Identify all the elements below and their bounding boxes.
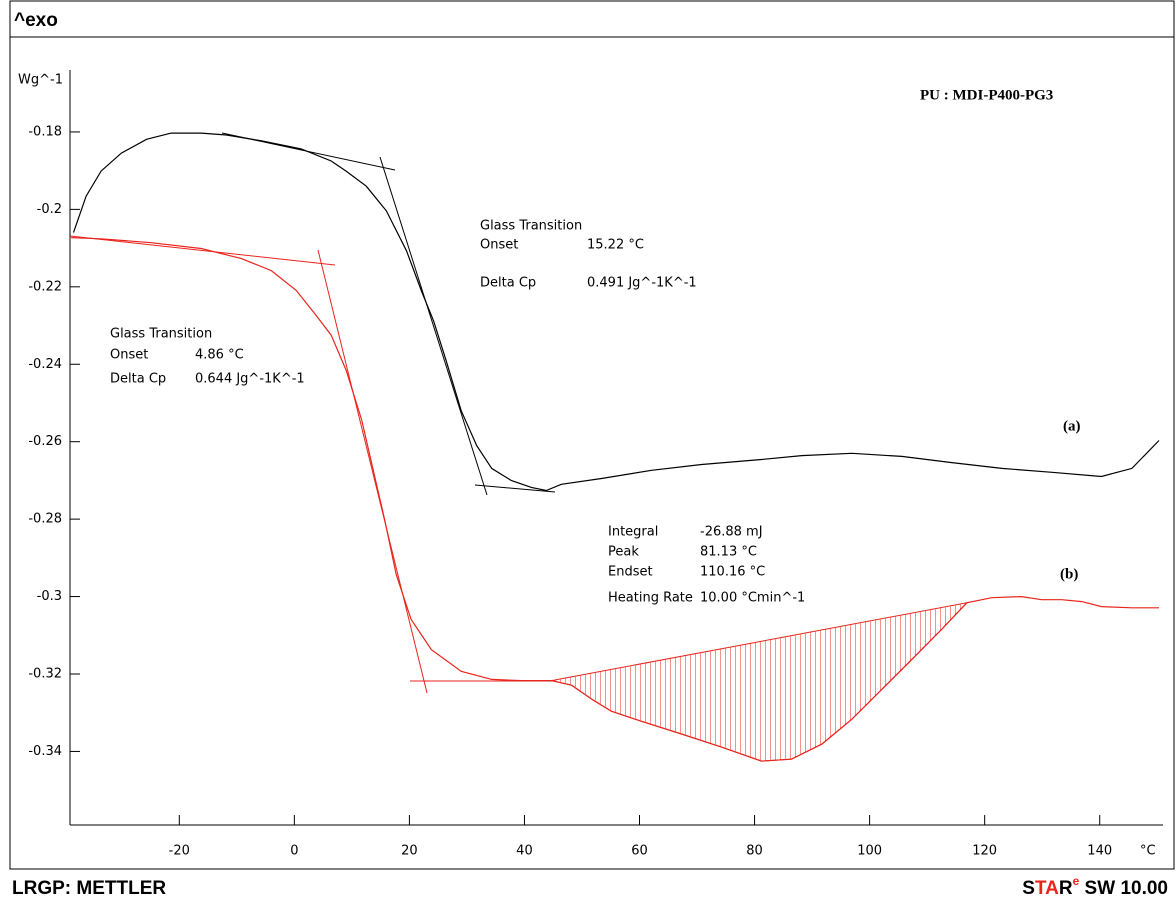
x-tick-label: -20 (169, 844, 190, 859)
annotation: -26.88 mJ (700, 525, 763, 540)
tangent (379, 156, 488, 496)
x-tick-label: 140 (1087, 844, 1112, 859)
series-label: (b) (1060, 566, 1078, 582)
x-tick-label: 100 (857, 844, 882, 859)
annotation: Endset (608, 565, 653, 580)
footer-right: STARe SW 10.00 (1022, 874, 1168, 899)
chart-title: PU : MDI-P400-PG3 (920, 87, 1053, 103)
x-tick-label: 80 (746, 844, 763, 859)
annotation: Integral (608, 525, 658, 540)
y-tick-label: -0.34 (28, 744, 62, 759)
y-tick-label: -0.2 (37, 202, 62, 217)
y-tick-label: -0.28 (28, 512, 62, 527)
tangents (69, 132, 556, 694)
annotation: 0.491 Jg^-1K^-1 (587, 276, 697, 291)
tangent (474, 484, 556, 493)
annotation: Onset (110, 348, 148, 363)
footer-left: LRGP: METTLER (12, 878, 166, 899)
y-tick-label: -0.3 (37, 589, 62, 604)
annotation: Delta Cp (480, 276, 536, 291)
annotation: 110.16 °C (700, 565, 765, 580)
curve (71, 237, 1159, 762)
x-tick-label: 40 (516, 844, 533, 859)
annotation: Peak (608, 545, 639, 560)
header: ^exo (14, 10, 58, 31)
annotation: 10.00 °Cmin^-1 (700, 591, 805, 606)
annotation: Glass Transition (110, 327, 212, 342)
x-tick-label: 60 (631, 844, 648, 859)
annotation: 4.86 °C (195, 348, 244, 363)
curve (72, 132, 1160, 492)
y-tick-label: -0.22 (28, 279, 62, 294)
y-tick-label: -0.26 (28, 434, 62, 449)
peak-area (551, 601, 969, 762)
y-axis-label: Wg^-1 (18, 73, 63, 88)
annotation: 15.22 °C (587, 238, 644, 253)
frame (9, 0, 1175, 870)
y-tick-label: -0.32 (28, 667, 62, 682)
annotation: Glass Transition (480, 219, 582, 234)
x-tick-label: 0 (290, 844, 298, 859)
y-tick-label: -0.18 (28, 124, 62, 139)
y-tick-label: -0.24 (28, 357, 62, 372)
annotation: 81.13 °C (700, 545, 757, 560)
tangent (69, 235, 336, 266)
series-label: (a) (1063, 418, 1081, 434)
x-tick-label: 120 (972, 844, 997, 859)
annotation: Delta Cp (110, 372, 166, 387)
x-axis-label: °C (1140, 844, 1156, 859)
x-tick-label: 20 (401, 844, 418, 859)
tangent (317, 249, 428, 694)
annotation: Heating Rate (608, 591, 693, 606)
annotation: Onset (480, 238, 518, 253)
annotation: 0.644 Jg^-1K^-1 (195, 372, 305, 387)
